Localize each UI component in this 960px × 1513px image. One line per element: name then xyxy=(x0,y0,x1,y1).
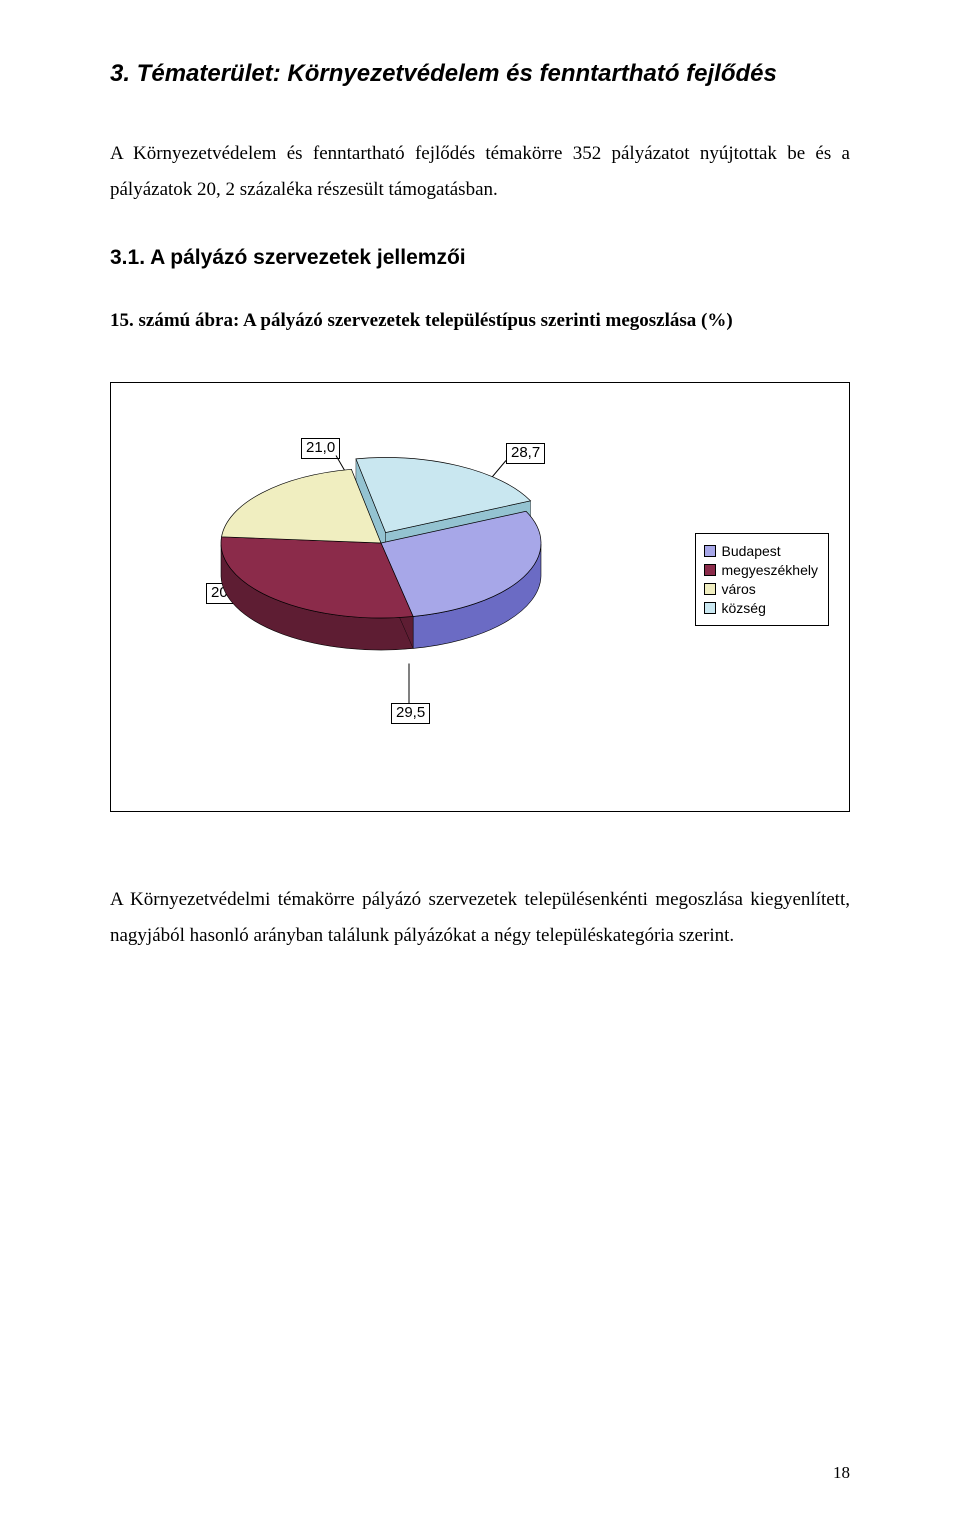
legend-swatch xyxy=(704,583,716,595)
figure-caption: 15. számú ábra: A pályázó szervezetek te… xyxy=(110,310,850,332)
legend-item: megyeszékhely xyxy=(704,562,819,578)
legend-label: község xyxy=(722,600,766,616)
legend-label: város xyxy=(722,581,756,597)
legend-label: megyeszékhely xyxy=(722,562,819,578)
pie-chart-svg xyxy=(151,453,611,708)
legend-swatch xyxy=(704,564,716,576)
pie-chart-frame: 21,0 28,7 20,7 29,5 Budapestmegyeszékhel… xyxy=(110,382,850,812)
conclusion-text: A Környezetvédelmi témakörre pályázó sze… xyxy=(110,882,850,954)
legend-item: város xyxy=(704,581,819,597)
legend-label: Budapest xyxy=(722,543,781,559)
section-heading: 3. Tématerület: Környezetvédelem és fenn… xyxy=(110,60,850,88)
page-number: 18 xyxy=(833,1463,850,1483)
chart-legend: Budapest megyeszékhely város község xyxy=(695,533,830,626)
legend-swatch xyxy=(704,602,716,614)
legend-item: község xyxy=(704,600,819,616)
legend-item: Budapest xyxy=(704,543,819,559)
subsection-heading: 3.1. A pályázó szervezetek jellemzői xyxy=(110,246,850,270)
legend-swatch xyxy=(704,545,716,557)
intro-text: A Környezetvédelem és fenntartható fejlő… xyxy=(110,136,850,208)
